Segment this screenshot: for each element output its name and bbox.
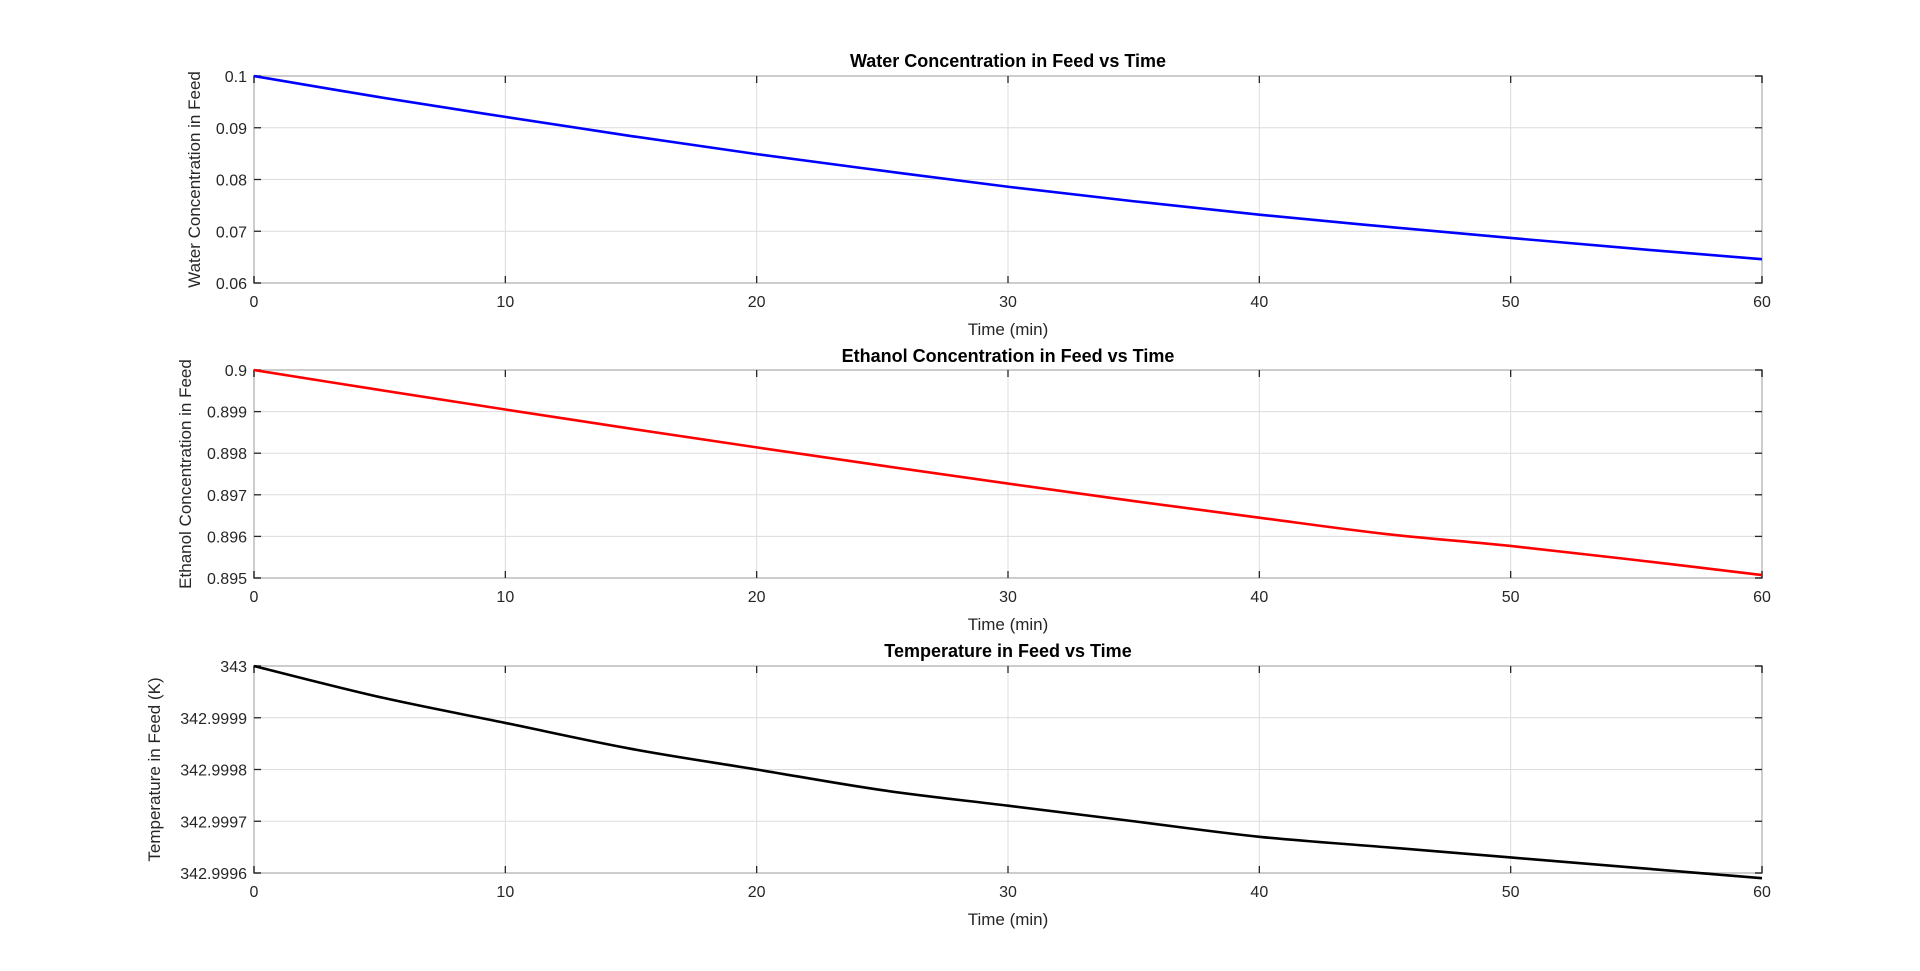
series-line-water: [253, 74, 1763, 261]
data-point-ethanol: [1636, 559, 1638, 561]
data-point-water: [1510, 237, 1512, 239]
series-line-temperature: [253, 664, 1763, 880]
y-tick-label-water: 0.1: [225, 69, 247, 86]
data-point-water: [882, 170, 884, 172]
data-point-ethanol: [882, 465, 884, 467]
y-tick-label-ethanol: 0.898: [207, 446, 247, 463]
ticks-ethanol: 0 10 20 30 40 50 60 0.895 0.896 0.897 0.898 0.899 0.…: [207, 363, 1771, 606]
x-axis-label-water: Time (min): [968, 320, 1049, 339]
subplot-temperature: 0 10 20 30 40 50 60 342.9996 342.9997 342.9998 342…: [145, 641, 1771, 929]
data-point-temperature: [630, 748, 632, 750]
data-point-water: [1133, 200, 1135, 202]
data-point-temperature: [505, 722, 507, 724]
y-tick-label-temperature: 342.9998: [180, 763, 247, 780]
x-tick-label-temperature: 10: [496, 884, 514, 901]
x-tick-label-ethanol: 10: [496, 589, 514, 606]
y-tick-label-water: 0.09: [216, 121, 247, 138]
y-tick-label-temperature: 342.9996: [180, 866, 247, 883]
data-point-ethanol: [253, 369, 255, 371]
x-tick-label-temperature: 40: [1250, 884, 1268, 901]
x-tick-label-water: 0: [250, 294, 259, 311]
x-tick-label-temperature: 20: [748, 884, 766, 901]
ticks-temperature: 0 10 20 30 40 50 60 342.9996 342.9997 342.9998 342…: [180, 659, 1771, 901]
data-point-ethanol: [630, 428, 632, 430]
ticks-water: 0 10 20 30 40 50 60 0.06 0.07 0.08 0.09 0.1: [216, 69, 1771, 311]
data-point-temperature: [1133, 820, 1135, 822]
data-point-water: [1761, 258, 1763, 260]
data-point-temperature: [1510, 857, 1512, 859]
data-point-ethanol: [505, 409, 507, 411]
y-tick-label-water: 0.08: [216, 173, 247, 190]
data-point-ethanol: [1259, 517, 1261, 519]
series-line-ethanol: [253, 368, 1763, 577]
x-tick-label-water: 30: [999, 294, 1017, 311]
data-point-ethanol: [1384, 533, 1386, 535]
data-point-ethanol: [1133, 500, 1135, 502]
x-tick-label-ethanol: 60: [1753, 589, 1771, 606]
data-point-water: [1636, 248, 1638, 250]
data-point-temperature: [1384, 846, 1386, 848]
data-point-water: [505, 116, 507, 118]
data-point-ethanol: [1761, 574, 1763, 576]
y-axis-label-water: Water Concentration in Feed: [185, 71, 204, 288]
data-point-water: [630, 135, 632, 137]
y-tick-label-ethanol: 0.9: [225, 363, 247, 380]
x-axis-label-temperature: Time (min): [968, 910, 1049, 929]
data-point-temperature: [253, 665, 255, 667]
data-point-temperature: [1259, 836, 1261, 838]
x-tick-label-temperature: 30: [999, 884, 1017, 901]
data-point-ethanol: [379, 389, 381, 391]
x-tick-label-ethanol: 50: [1502, 589, 1520, 606]
chart-title-ethanol: Ethanol Concentration in Feed vs Time: [842, 346, 1175, 366]
y-axis-label-ethanol: Ethanol Concentration in Feed: [176, 359, 195, 589]
grid-water: [253, 75, 1763, 284]
x-tick-label-water: 50: [1502, 294, 1520, 311]
y-tick-label-ethanol: 0.897: [207, 488, 247, 505]
data-point-temperature: [882, 789, 884, 791]
x-axis-label-ethanol: Time (min): [968, 615, 1049, 634]
data-point-water: [1007, 186, 1009, 188]
y-axis-label-temperature: Temperature in Feed (K): [145, 677, 164, 861]
data-point-temperature: [379, 696, 381, 698]
subplot-water: 0 10 20 30 40 50 60 0.06 0.07 0.08 0.09 0.1 Water C…: [185, 51, 1771, 339]
data-point-ethanol: [1510, 545, 1512, 547]
data-point-ethanol: [756, 447, 758, 449]
x-tick-label-ethanol: 40: [1250, 589, 1268, 606]
x-tick-label-ethanol: 20: [748, 589, 766, 606]
chart-title-temperature: Temperature in Feed vs Time: [884, 641, 1131, 661]
chart-title-water: Water Concentration in Feed vs Time: [850, 51, 1166, 71]
x-tick-label-temperature: 50: [1502, 884, 1520, 901]
y-tick-label-water: 0.07: [216, 224, 247, 241]
x-tick-label-water: 40: [1250, 294, 1268, 311]
data-point-water: [1384, 226, 1386, 228]
x-tick-label-water: 10: [496, 294, 514, 311]
x-tick-label-temperature: 60: [1753, 884, 1771, 901]
y-tick-label-temperature: 343: [220, 659, 247, 676]
data-point-water: [756, 153, 758, 155]
x-tick-label-water: 20: [748, 294, 766, 311]
data-point-water: [253, 75, 255, 77]
y-tick-label-temperature: 342.9997: [180, 814, 247, 831]
y-tick-label-ethanol: 0.899: [207, 405, 247, 422]
data-point-temperature: [1761, 877, 1763, 879]
y-tick-label-temperature: 342.9999: [180, 711, 247, 728]
y-tick-label-water: 0.06: [216, 276, 247, 293]
x-tick-label-ethanol: 30: [999, 589, 1017, 606]
data-point-temperature: [756, 769, 758, 771]
subplot-ethanol: 0 10 20 30 40 50 60 0.895 0.896 0.897 0.898 0.899 0.…: [176, 346, 1771, 634]
x-tick-label-water: 60: [1753, 294, 1771, 311]
data-point-ethanol: [1007, 483, 1009, 485]
data-point-temperature: [1636, 867, 1638, 869]
x-tick-label-temperature: 0: [250, 884, 259, 901]
y-tick-label-ethanol: 0.895: [207, 571, 247, 588]
data-point-water: [379, 96, 381, 98]
data-point-temperature: [1007, 805, 1009, 807]
y-tick-label-ethanol: 0.896: [207, 529, 247, 546]
x-tick-label-ethanol: 0: [250, 589, 259, 606]
data-point-water: [1259, 214, 1261, 216]
